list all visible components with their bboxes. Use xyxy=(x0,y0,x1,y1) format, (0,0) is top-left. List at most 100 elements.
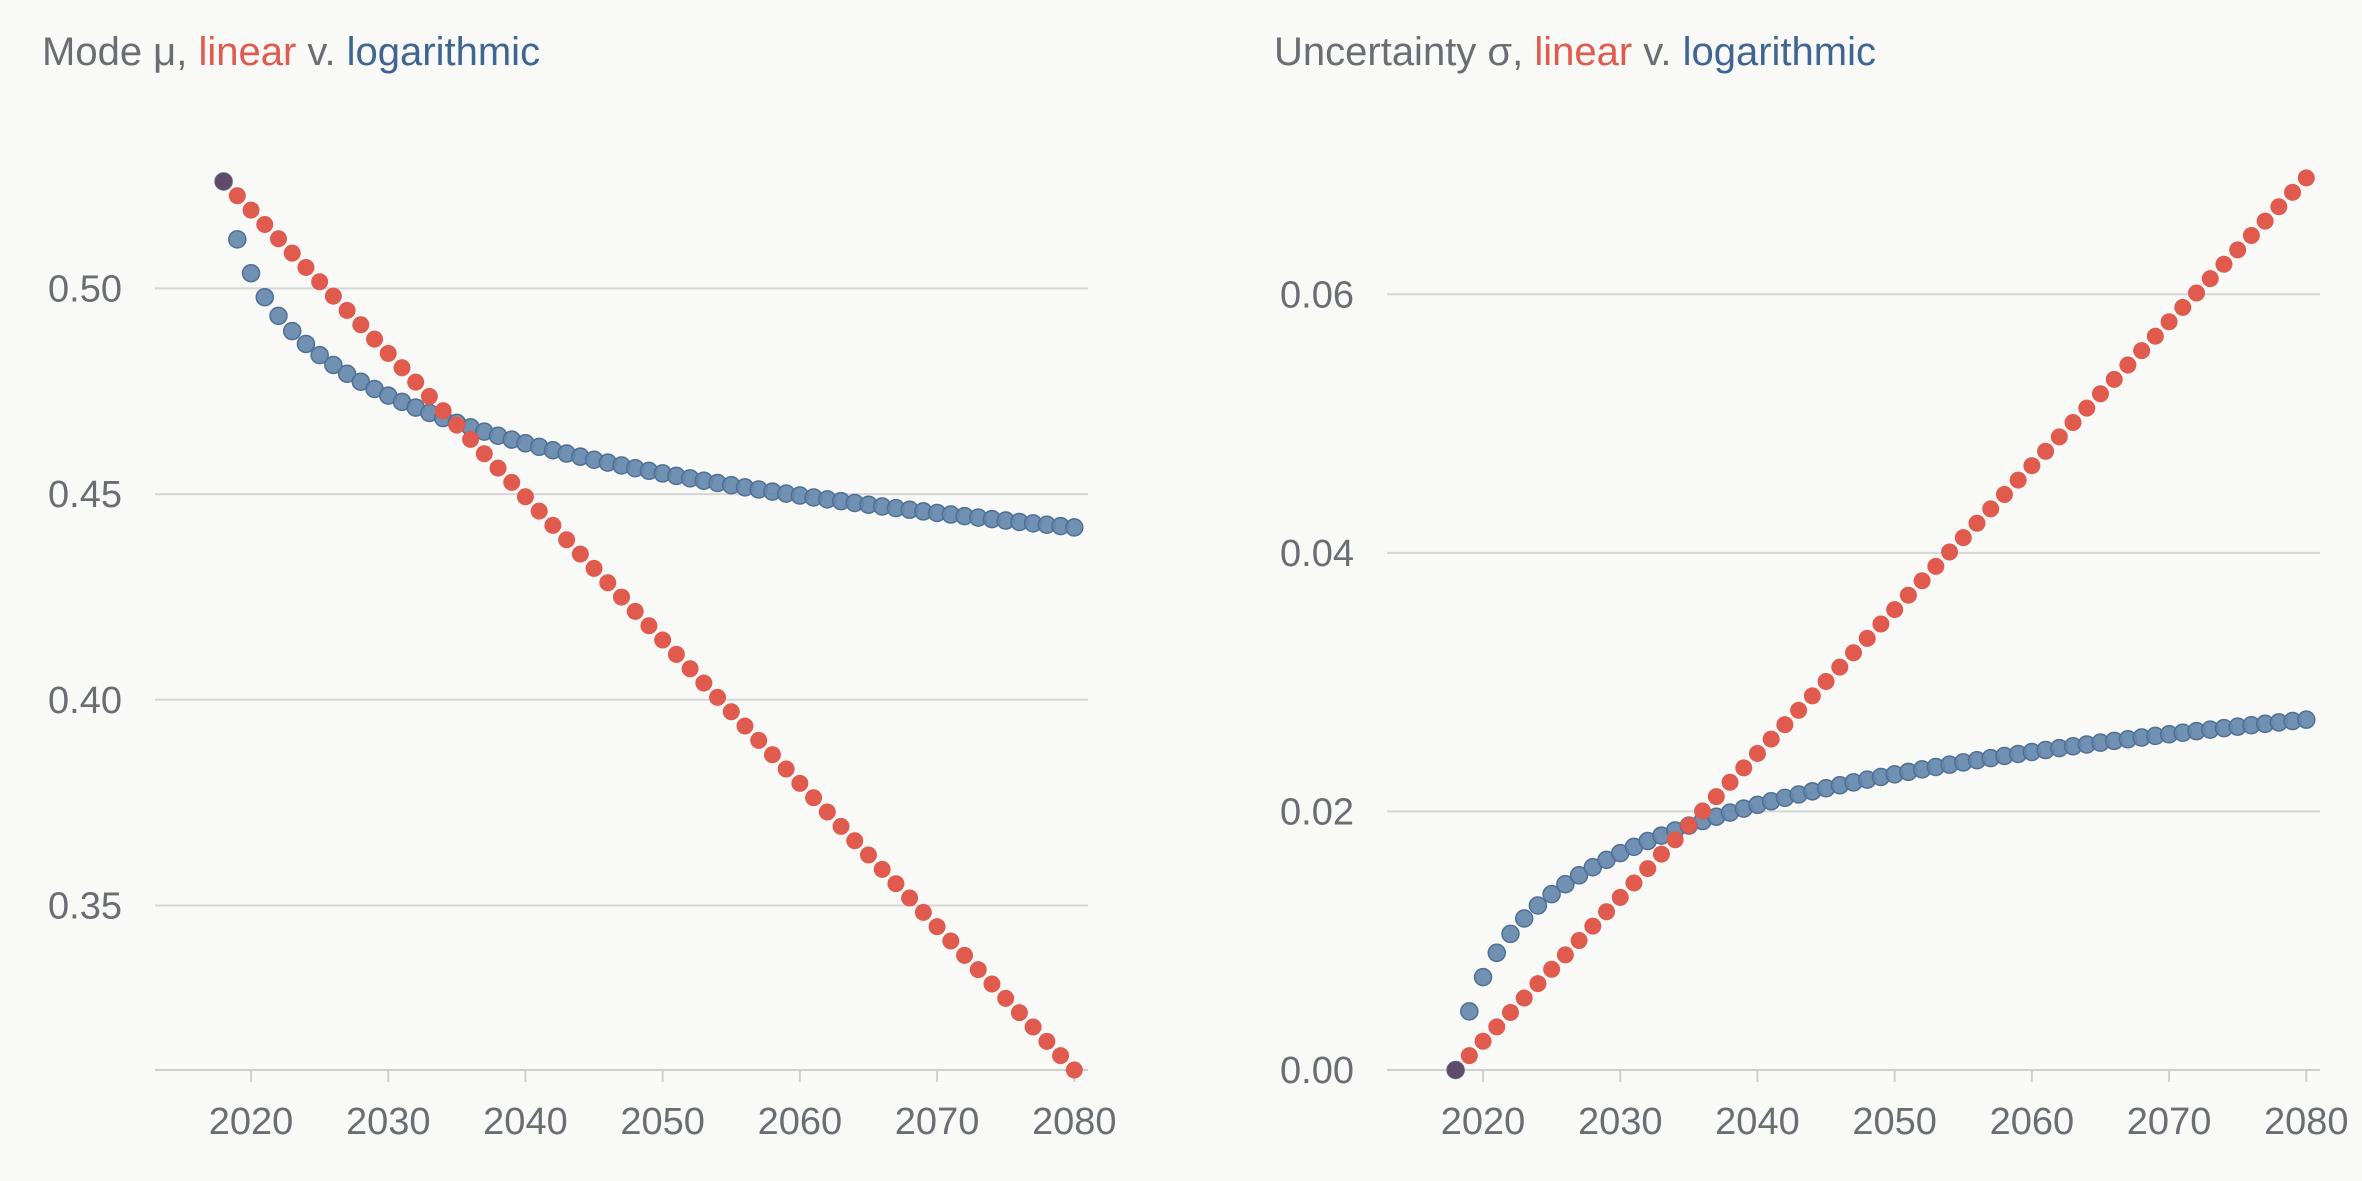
data-point-linear xyxy=(1954,529,1972,547)
data-point-linear xyxy=(736,717,754,735)
chart-1: 0.00 0.02 0.04 0.06 2020 2030 2040 2050 2060 2070… xyxy=(1280,169,2349,1143)
data-point-linear xyxy=(448,416,466,434)
data-point-linear xyxy=(1803,687,1821,705)
data-point-linear xyxy=(599,574,617,592)
data-point-linear xyxy=(516,488,534,506)
data-point-linear xyxy=(489,459,507,477)
data-point-linear xyxy=(667,645,685,663)
data-point-linear xyxy=(1584,917,1602,935)
chart-0: 0.35 0.40 0.45 0.50 2020 2030 2040 2050 2060 2070… xyxy=(48,172,1117,1143)
data-point-linear xyxy=(2119,356,2137,374)
data-point-linear xyxy=(832,817,850,835)
data-point-linear xyxy=(1927,557,1945,575)
data-point-logarithmic xyxy=(2297,710,2316,729)
data-point-linear xyxy=(269,230,287,248)
data-point-linear xyxy=(1748,744,1766,762)
data-point-linear xyxy=(379,344,397,362)
data-point-linear xyxy=(407,373,425,391)
data-point-linear xyxy=(763,746,781,764)
data-point-linear xyxy=(1941,543,1959,561)
data-point-linear xyxy=(558,531,576,549)
data-point-linear xyxy=(2146,327,2164,345)
series-logarithmic xyxy=(214,172,1084,537)
x-tick-label: 2070 xyxy=(895,1101,980,1143)
data-point-logarithmic xyxy=(296,334,316,354)
data-point-linear xyxy=(846,832,864,850)
data-point-linear xyxy=(366,330,384,348)
data-point-overlap xyxy=(215,172,233,190)
data-point-logarithmic xyxy=(324,355,343,375)
data-point-linear xyxy=(1065,1061,1083,1079)
data-point-linear xyxy=(2023,457,2041,475)
data-point-logarithmic xyxy=(255,287,275,307)
data-point-linear xyxy=(1474,1032,1492,1050)
x-tick-label: 2050 xyxy=(620,1101,705,1143)
data-point-linear xyxy=(1707,788,1725,806)
x-tick-label: 2020 xyxy=(209,1101,294,1143)
data-point-linear xyxy=(2050,428,2068,446)
data-point-linear xyxy=(681,660,699,678)
y-tick-label: 0.45 xyxy=(48,474,122,516)
data-point-linear xyxy=(1817,673,1835,691)
data-point-linear xyxy=(2037,442,2055,460)
data-point-linear xyxy=(2215,255,2233,273)
data-point-logarithmic xyxy=(241,263,261,283)
x-tick-label: 2080 xyxy=(2264,1101,2349,1143)
data-point-logarithmic xyxy=(1501,924,1520,944)
data-point-linear xyxy=(1995,485,2013,503)
data-point-linear xyxy=(1680,816,1698,834)
data-point-linear xyxy=(1543,960,1561,978)
data-point-linear xyxy=(1886,601,1904,619)
data-point-logarithmic xyxy=(269,306,288,326)
data-point-linear xyxy=(709,688,727,706)
data-point-linear xyxy=(805,789,823,807)
data-point-logarithmic xyxy=(310,345,329,365)
y-tick-label: 0.50 xyxy=(48,268,122,310)
data-point-linear xyxy=(777,760,795,778)
chart-title-mode: Mode μ, linear v. logarithmic xyxy=(42,30,540,75)
data-point-linear xyxy=(1625,874,1643,892)
title-linear: linear xyxy=(198,30,297,74)
data-point-linear xyxy=(1845,644,1862,662)
data-point-linear xyxy=(2229,241,2247,259)
data-point-linear xyxy=(1858,629,1876,647)
data-point-linear xyxy=(1776,716,1794,734)
data-point-linear xyxy=(859,846,877,864)
data-point-linear xyxy=(1831,658,1849,676)
data-point-linear xyxy=(2242,226,2260,244)
data-point-linear xyxy=(544,516,562,534)
x-tick-label: 2050 xyxy=(1852,1101,1937,1143)
data-point-linear xyxy=(914,903,932,921)
data-point-linear xyxy=(2256,212,2274,230)
data-point-linear xyxy=(695,674,713,692)
data-point-linear xyxy=(1762,730,1780,748)
data-point-linear xyxy=(1652,845,1670,863)
data-point-linear xyxy=(1529,975,1547,993)
data-point-linear xyxy=(1515,989,1533,1007)
title-linear: linear xyxy=(1534,30,1633,74)
x-tick-label: 2040 xyxy=(483,1101,568,1143)
data-point-linear xyxy=(626,602,644,620)
data-point-linear xyxy=(791,774,809,792)
data-point-linear xyxy=(956,946,974,964)
data-point-logarithmic xyxy=(337,364,357,383)
data-point-linear xyxy=(1488,1018,1506,1036)
data-point-linear xyxy=(2105,370,2123,388)
data-point-linear xyxy=(2284,183,2302,201)
data-point-linear xyxy=(1666,831,1684,849)
data-point-linear xyxy=(1611,888,1629,906)
data-point-linear xyxy=(2091,385,2109,403)
data-point-linear xyxy=(2160,313,2178,331)
data-point-logarithmic xyxy=(1528,896,1548,915)
chart-title-uncertainty: Uncertainty σ, linear v. logarithmic xyxy=(1274,30,1876,75)
series-logarithmic xyxy=(1446,710,2316,1080)
data-point-linear xyxy=(2174,298,2192,316)
data-point-linear xyxy=(2133,342,2151,360)
data-point-linear xyxy=(1694,802,1712,820)
data-point-logarithmic xyxy=(228,230,247,249)
data-point-linear xyxy=(1721,773,1739,791)
x-tick-label: 2030 xyxy=(346,1101,431,1143)
data-point-linear xyxy=(1913,572,1931,590)
data-point-linear xyxy=(1038,1032,1056,1050)
